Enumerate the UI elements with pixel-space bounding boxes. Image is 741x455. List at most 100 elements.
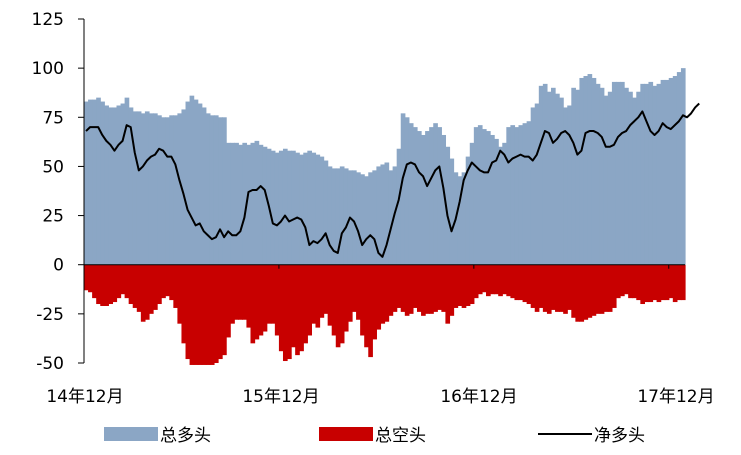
long-bar: [189, 95, 195, 265]
short-bar: [153, 264, 158, 310]
long-bar: [425, 131, 430, 265]
short-bar: [278, 264, 284, 352]
long-bar: [278, 150, 284, 265]
long-bar: [209, 115, 215, 265]
short-bar: [222, 264, 227, 356]
long-bar: [449, 158, 455, 265]
long-bar: [587, 74, 593, 265]
short-bar: [648, 264, 654, 303]
y-tick-label: 75: [42, 108, 64, 128]
long-bar: [181, 109, 187, 265]
legend-swatch: [104, 427, 158, 441]
short-bar: [664, 264, 670, 301]
long-bar: [161, 117, 166, 265]
short-bar: [530, 264, 536, 308]
short-bar: [356, 264, 361, 320]
short-bar: [307, 264, 312, 336]
long-bar: [668, 77, 674, 265]
long-bar: [510, 125, 516, 265]
short-bar: [583, 264, 589, 320]
long-bar: [120, 103, 126, 265]
long-bar: [620, 81, 625, 265]
short-bars-group: [84, 264, 686, 365]
long-bar: [571, 87, 576, 265]
long-bar: [335, 168, 341, 265]
long-bar: [148, 113, 154, 265]
long-bar: [416, 131, 422, 265]
short-bar: [603, 264, 609, 312]
long-bar: [652, 85, 658, 265]
short-bar: [384, 264, 390, 322]
short-bar: [169, 264, 174, 301]
short-bar: [559, 264, 564, 312]
short-bar: [360, 264, 365, 336]
long-bar: [546, 91, 552, 265]
long-bar: [201, 107, 207, 265]
short-bar: [461, 264, 467, 308]
long-bar: [177, 113, 183, 265]
short-bar: [404, 264, 410, 316]
long-bar: [193, 99, 199, 265]
long-bar: [96, 97, 101, 265]
short-bar: [291, 264, 296, 348]
long-bar: [498, 146, 503, 265]
long-bar: [112, 107, 118, 265]
long-bar: [632, 97, 637, 265]
short-bar: [327, 264, 333, 326]
short-bar: [368, 264, 373, 358]
long-bar: [144, 111, 150, 265]
short-bar: [628, 264, 633, 299]
short-bar: [579, 264, 585, 322]
short-bar: [96, 264, 101, 305]
short-bar: [575, 264, 581, 322]
long-bar: [465, 156, 471, 265]
long-bar: [226, 142, 231, 265]
short-bar: [274, 264, 280, 336]
long-bar: [579, 77, 585, 265]
long-bar: [169, 115, 174, 265]
long-bar: [356, 172, 361, 265]
legend-label: 净多头: [594, 426, 645, 446]
short-bar: [437, 264, 442, 310]
long-bar: [526, 121, 532, 265]
long-bar: [153, 113, 158, 265]
legend-label: 总空头: [375, 426, 426, 446]
short-bar: [323, 264, 329, 314]
short-bar: [620, 264, 625, 297]
long-bar: [441, 134, 447, 265]
long-bar: [628, 91, 633, 265]
short-bar: [400, 264, 406, 312]
long-bar: [429, 127, 434, 265]
long-bar: [299, 154, 304, 265]
short-bar: [652, 264, 658, 301]
short-bar: [632, 264, 637, 299]
long-bar: [173, 115, 178, 265]
short-bar: [165, 264, 170, 297]
short-bar: [567, 264, 572, 310]
long-bar: [542, 83, 548, 265]
short-bar: [104, 264, 109, 306]
long-bar: [128, 107, 134, 265]
long-bar: [213, 115, 219, 265]
short-bar: [295, 264, 300, 356]
long-bar: [457, 176, 463, 265]
long-bar: [538, 85, 544, 265]
short-bar: [148, 264, 154, 314]
short-bar: [473, 264, 479, 299]
short-bar: [486, 264, 491, 297]
short-bar: [534, 264, 540, 312]
short-bar: [555, 264, 560, 312]
short-bar: [157, 264, 162, 305]
short-bar: [364, 264, 369, 348]
short-bar: [660, 264, 666, 301]
short-bar: [136, 264, 142, 312]
short-bar: [315, 264, 321, 328]
long-bar: [242, 142, 248, 265]
short-bar: [230, 264, 235, 324]
short-bar: [429, 264, 434, 314]
short-bar: [120, 264, 126, 295]
short-bar: [433, 264, 438, 312]
short-bar: [518, 264, 524, 301]
long-bar: [132, 111, 138, 265]
